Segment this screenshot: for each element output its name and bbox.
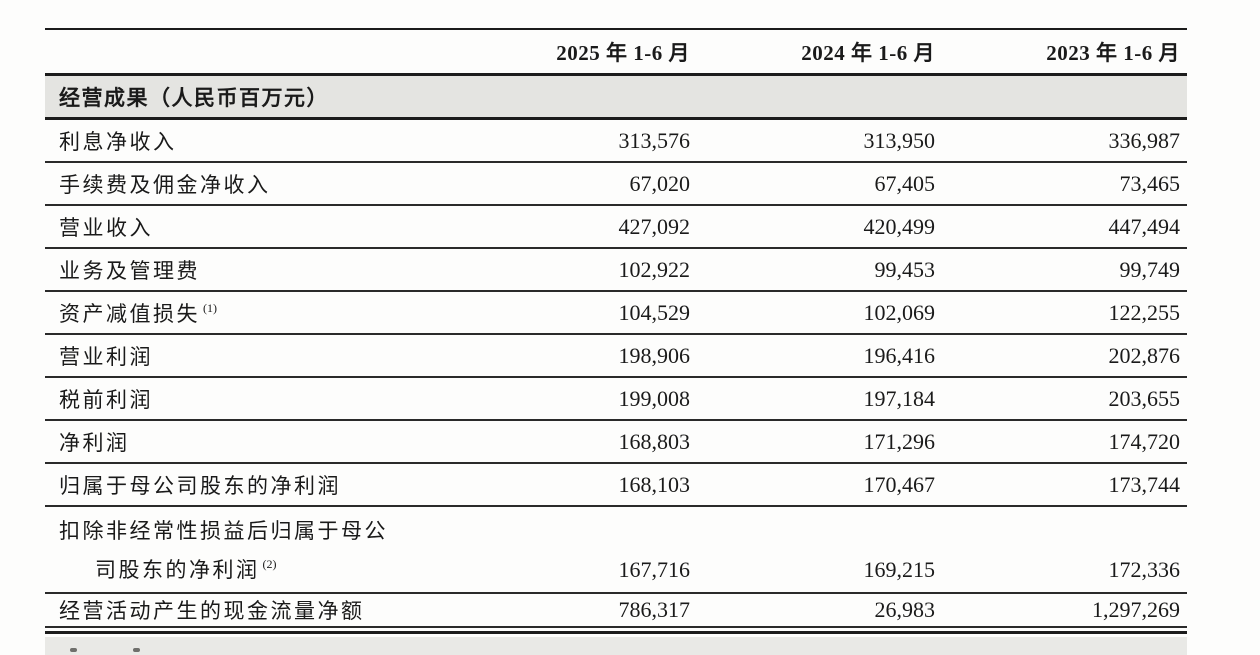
row-label: 税前利润 (59, 387, 153, 412)
operating-results-table: 2025 年 1-6 月 2024 年 1-6 月 2023 年 1-6 月 经… (45, 28, 1187, 634)
row-value-2024: 171,296 (863, 428, 936, 454)
table-row: 手续费及佣金净收入 67,020 67,405 73,465 (45, 163, 1187, 206)
row-value-2023: 173,744 (1108, 471, 1181, 497)
row-label: 经营活动产生的现金流量净额 (59, 599, 365, 623)
row-value-2025: 199,008 (618, 385, 691, 411)
row-value-2024: 170,467 (863, 471, 936, 497)
row-label: 利息净收入 (59, 129, 177, 154)
cutoff-text-fragment (133, 648, 140, 652)
column-header-2024: 2024 年 1-6 月 (801, 40, 935, 65)
column-header-2023: 2023 年 1-6 月 (1046, 40, 1180, 65)
row-value-2025: 67,020 (629, 170, 691, 196)
table-row: 营业收入 427,092 420,499 447,494 (45, 206, 1187, 249)
table-body: 利息净收入 313,576 313,950 336,987 手续费及佣金净收入 … (45, 120, 1187, 628)
row-value-2025: 313,576 (618, 127, 691, 153)
row-value-2023: 202,876 (1108, 342, 1181, 368)
row-label: 营业收入 (59, 215, 153, 240)
footnote-marker: (2) (262, 556, 277, 571)
cutoff-text-fragment (70, 648, 77, 652)
footnote-marker: (1) (203, 300, 217, 315)
row-value-2024: 169,215 (863, 557, 936, 582)
table-row: 归属于母公司股东的净利润 168,103 170,467 173,744 (45, 464, 1187, 507)
row-label: 扣除非经常性损益后归属于母公 司股东的净利润 (2) (59, 519, 388, 582)
section-header-band: 经营成果（人民币百万元） (45, 73, 1187, 120)
table-row: 业务及管理费 102,922 99,453 99,749 (45, 249, 1187, 292)
row-value-2023: 174,720 (1108, 428, 1181, 454)
row-label: 净利润 (59, 430, 130, 455)
row-label: 营业利润 (59, 344, 153, 369)
table-row: 税前利润 199,008 197,184 203,655 (45, 378, 1187, 421)
row-label: 手续费及佣金净收入 (59, 172, 271, 197)
row-value-2023: 336,987 (1108, 127, 1181, 153)
row-value-2023: 172,336 (1108, 557, 1181, 582)
row-value-2023: 73,465 (1119, 170, 1181, 196)
row-value-2025: 198,906 (618, 342, 691, 368)
section-header-label: 经营成果（人民币百万元） (59, 85, 329, 110)
row-value-2025: 167,716 (618, 557, 691, 582)
row-value-2025: 102,922 (618, 256, 691, 282)
row-value-2023: 203,655 (1108, 385, 1181, 411)
row-value-2025: 786,317 (618, 597, 691, 622)
row-value-2023: 447,494 (1108, 213, 1181, 239)
next-section-partial-band (45, 637, 1187, 655)
table-row: 经营活动产生的现金流量净额 786,317 26,983 1,297,269 (45, 594, 1187, 628)
table-row: 利息净收入 313,576 313,950 336,987 (45, 120, 1187, 163)
row-value-2024: 99,453 (874, 256, 936, 282)
table-row: 资产减值损失 (1) 104,529 102,069 122,255 (45, 292, 1187, 335)
row-value-2024: 67,405 (874, 170, 936, 196)
row-value-2024: 102,069 (863, 299, 936, 325)
row-value-2024: 313,950 (863, 127, 936, 153)
row-value-2024: 420,499 (863, 213, 936, 239)
row-label: 业务及管理费 (59, 258, 200, 283)
row-label: 资产减值损失 (1) (59, 300, 217, 326)
column-header-2025: 2025 年 1-6 月 (556, 40, 690, 65)
table-row: 净利润 168,803 171,296 174,720 (45, 421, 1187, 464)
table-bottom-rule (45, 631, 1187, 634)
row-value-2023: 1,297,269 (1092, 597, 1180, 622)
row-value-2023: 99,749 (1119, 256, 1181, 282)
row-value-2025: 104,529 (618, 299, 691, 325)
row-value-2024: 196,416 (863, 342, 936, 368)
table-row: 扣除非经常性损益后归属于母公 司股东的净利润 (2) 167,716 169,215… (45, 507, 1187, 594)
row-value-2024: 197,184 (863, 385, 936, 411)
row-value-2025: 168,803 (618, 428, 691, 454)
row-value-2023: 122,255 (1108, 299, 1181, 325)
table-row: 营业利润 198,906 196,416 202,876 (45, 335, 1187, 378)
row-value-2024: 26,983 (874, 597, 936, 622)
row-value-2025: 168,103 (618, 471, 691, 497)
table-header-row: 2025 年 1-6 月 2024 年 1-6 月 2023 年 1-6 月 (45, 28, 1187, 73)
row-label: 归属于母公司股东的净利润 (59, 473, 341, 498)
row-value-2025: 427,092 (618, 213, 691, 239)
